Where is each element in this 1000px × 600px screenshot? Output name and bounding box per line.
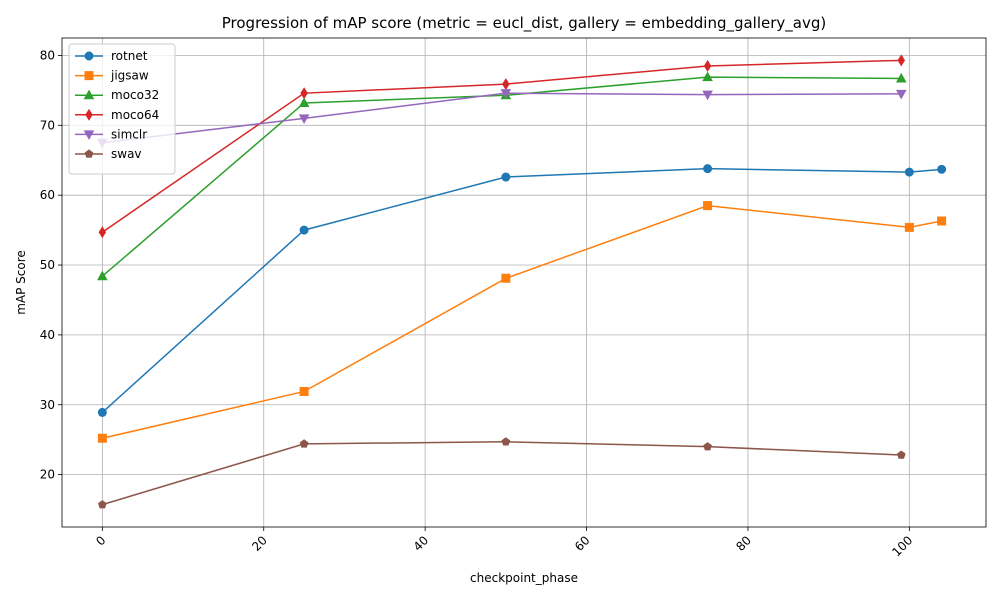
data-point: [895, 72, 907, 83]
legend-marker: [84, 51, 94, 61]
data-point: [501, 273, 511, 283]
legend-marker: [84, 149, 94, 158]
x-tick-label: 100: [889, 533, 915, 559]
legend-item-moco32: moco32: [75, 88, 159, 102]
data-point: [500, 89, 512, 99]
data-point: [299, 386, 309, 396]
legend-label: swav: [111, 147, 142, 161]
y-tick-label: 20: [40, 468, 55, 482]
series-line-simclr: [102, 92, 902, 144]
series-line-swav: [102, 441, 902, 506]
x-tick-label: 0: [93, 533, 108, 548]
data-point: [904, 167, 914, 177]
data-point: [501, 172, 511, 182]
legend-item-jigsaw: jigsaw: [75, 69, 149, 83]
data-point: [98, 226, 107, 239]
data-point: [298, 114, 310, 124]
x-axis-label: checkpoint_phase: [470, 571, 578, 585]
data-point: [703, 164, 713, 174]
y-tick-label: 40: [40, 328, 55, 342]
x-tick-label: 80: [733, 533, 754, 554]
legend-item-moco64: moco64: [75, 108, 159, 122]
data-point: [897, 54, 906, 67]
x-tick-label: 40: [411, 533, 432, 554]
y-tick-label: 80: [40, 48, 55, 62]
series-layer: [97, 54, 947, 509]
series-line-rotnet: [101, 167, 942, 413]
data-point: [299, 439, 309, 448]
legend-label: moco32: [111, 88, 159, 102]
data-point: [703, 442, 712, 451]
data-point: [937, 216, 947, 226]
data-point: [702, 90, 713, 101]
chart-title: Progression of mAP score (metric = eucl_…: [222, 14, 826, 33]
data-point: [896, 450, 906, 459]
data-point: [904, 222, 914, 232]
data-point: [97, 407, 107, 417]
series-line-moco64: [101, 59, 902, 233]
data-point: [298, 97, 310, 107]
series-swav: [98, 437, 906, 509]
legend-marker: [83, 89, 95, 100]
y-tick-label: 70: [40, 118, 55, 132]
y-tick-label: 50: [40, 258, 55, 272]
y-tick-label: 30: [40, 398, 55, 412]
data-point: [97, 270, 108, 281]
data-point: [299, 225, 309, 235]
legend-marker: [84, 71, 94, 81]
legend-item-swav: swav: [75, 147, 142, 161]
grid: [62, 38, 986, 527]
y-tick-label: 60: [40, 188, 55, 202]
data-point: [703, 201, 713, 211]
x-tick-label: 20: [249, 533, 270, 554]
series-moco64: [98, 54, 906, 239]
series-line-jigsaw: [102, 204, 942, 440]
data-point: [300, 87, 308, 100]
legend: rotnet jigsaw moco32 moco64 simclr swav: [68, 43, 176, 175]
legend-marker: [85, 108, 93, 121]
data-point: [502, 78, 510, 91]
data-point: [702, 71, 713, 82]
legend-marker: [83, 130, 95, 141]
legend-box: [68, 43, 176, 175]
legend-label: rotnet: [111, 49, 148, 63]
data-point: [937, 164, 947, 174]
data-point: [703, 59, 712, 72]
data-point: [895, 89, 907, 100]
legend-label: simclr: [111, 127, 147, 141]
series-rotnet: [97, 164, 947, 417]
y-axis-label: mAP Score: [14, 250, 28, 315]
legend-item-rotnet: rotnet: [75, 49, 148, 63]
data-point: [97, 433, 107, 443]
legend-label: moco64: [111, 108, 159, 122]
series-jigsaw: [97, 201, 947, 443]
plot-frame: [61, 37, 987, 528]
data-point: [98, 500, 107, 509]
legend-label: jigsaw: [110, 69, 149, 83]
x-tick-label: 60: [572, 533, 593, 554]
data-point: [501, 437, 511, 446]
legend-item-simclr: simclr: [75, 127, 147, 141]
